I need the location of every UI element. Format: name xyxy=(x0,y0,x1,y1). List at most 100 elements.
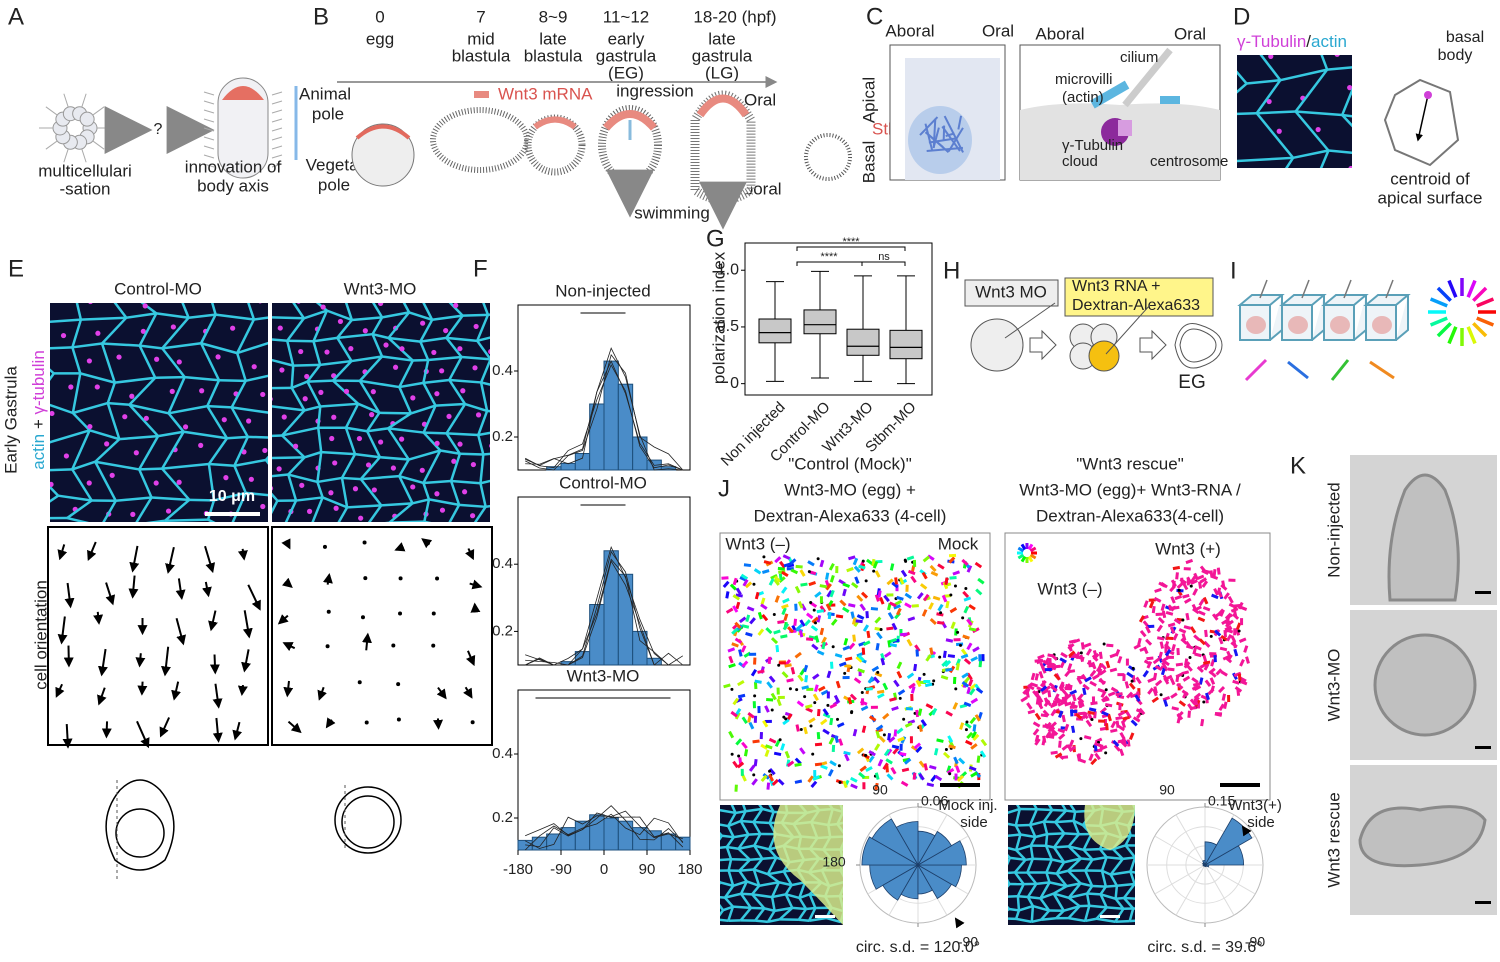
cell-orientation xyxy=(897,597,904,599)
membrane xyxy=(1092,886,1106,887)
centrosome xyxy=(1248,177,1253,182)
membrane xyxy=(39,286,74,288)
cell-orientation xyxy=(792,667,794,674)
centrosome xyxy=(383,342,388,347)
membrane xyxy=(1123,857,1135,858)
centrosome xyxy=(1382,82,1387,87)
dot xyxy=(1132,667,1135,670)
cell-orientation xyxy=(1200,582,1201,589)
membrane xyxy=(1005,834,1020,836)
label: Dextran-Alexa633 xyxy=(1072,297,1200,314)
membrane xyxy=(844,909,863,911)
cell-orientation xyxy=(780,636,787,637)
cell-orientation xyxy=(1182,595,1189,597)
membrane xyxy=(267,317,304,318)
cell-orientation xyxy=(871,609,878,610)
cell-orientation xyxy=(820,586,827,587)
cell-orientation xyxy=(1153,606,1154,613)
dot xyxy=(839,781,842,784)
needle xyxy=(1005,303,1055,338)
membrane xyxy=(1143,895,1153,899)
cell-orientation xyxy=(809,582,816,584)
centrosome xyxy=(410,484,415,489)
membrane xyxy=(1041,918,1056,919)
centrosome xyxy=(440,508,445,513)
label: body axis xyxy=(197,176,269,195)
cell-orientation xyxy=(882,658,884,665)
membrane xyxy=(367,523,389,526)
label: microvilli xyxy=(1055,71,1113,88)
membrane xyxy=(999,884,1010,897)
cell-orientation xyxy=(1225,702,1226,709)
cell-orientation xyxy=(729,665,736,667)
membrane xyxy=(219,380,246,381)
cell-orientation xyxy=(1126,681,1128,688)
membrane xyxy=(722,836,734,837)
orientation-arrow xyxy=(1370,362,1394,378)
cilium xyxy=(272,92,282,95)
dot xyxy=(843,672,846,675)
cell-orientation xyxy=(1084,737,1091,739)
membrane xyxy=(311,525,337,526)
cell-orientation xyxy=(801,584,808,585)
membrane xyxy=(1116,886,1117,899)
label: multicellulari xyxy=(38,161,132,180)
membrane xyxy=(207,406,231,407)
cell-orientation xyxy=(929,766,936,768)
membrane xyxy=(762,858,776,859)
cell-orientation xyxy=(787,680,794,681)
membrane xyxy=(497,502,514,529)
cell-orientation xyxy=(1173,567,1180,568)
membrane xyxy=(1144,857,1146,874)
cell-orientation xyxy=(854,635,855,642)
pointer xyxy=(956,919,960,925)
membrane xyxy=(846,881,861,886)
cell-orientation xyxy=(766,699,773,700)
cell-orientation xyxy=(1110,730,1117,731)
centrosome xyxy=(278,325,283,330)
cell-orientation xyxy=(866,689,873,690)
centrosome xyxy=(249,477,254,482)
membrane xyxy=(243,282,262,288)
label: apical surface xyxy=(1378,188,1483,207)
membrane xyxy=(718,859,731,860)
membrane xyxy=(442,286,477,295)
stain-name: γ-Tubulin xyxy=(1237,32,1306,51)
membrane xyxy=(998,909,1009,918)
dot xyxy=(1091,718,1094,721)
label: blastula xyxy=(524,46,583,65)
cell-orientation xyxy=(1155,687,1157,694)
dot xyxy=(762,555,765,558)
centrosome xyxy=(332,460,337,465)
cell-orientation xyxy=(1123,717,1130,719)
dot xyxy=(737,754,740,757)
orientation-arrow xyxy=(1332,360,1348,380)
dot xyxy=(899,697,902,700)
membrane xyxy=(713,897,725,898)
membrane xyxy=(1106,886,1117,887)
dot xyxy=(813,701,816,704)
centrosome xyxy=(262,448,267,453)
membrane xyxy=(165,520,208,521)
label: Control-MO xyxy=(559,473,647,492)
label: Wnt3-MO xyxy=(1324,649,1343,722)
cell-orientation xyxy=(1176,664,1183,665)
cell-orientation xyxy=(1234,641,1235,648)
x-tick-label: -180 xyxy=(503,861,533,878)
membrane xyxy=(1141,800,1149,813)
scale-bar xyxy=(1475,746,1491,749)
cell-orientation xyxy=(848,605,855,606)
centrosome xyxy=(177,359,182,364)
centrosome xyxy=(222,417,227,422)
dot xyxy=(1160,693,1163,696)
membrane xyxy=(1142,920,1157,923)
angle-tick-label: 90 xyxy=(1159,782,1175,798)
dot xyxy=(795,688,798,691)
dot xyxy=(399,576,403,580)
dot xyxy=(954,687,957,690)
cell-orientation xyxy=(1239,674,1240,681)
cell-orientation xyxy=(753,741,760,742)
color-wheel-arrow xyxy=(1431,318,1448,325)
cell-orientation xyxy=(935,748,937,755)
cell-orientation xyxy=(821,560,823,567)
